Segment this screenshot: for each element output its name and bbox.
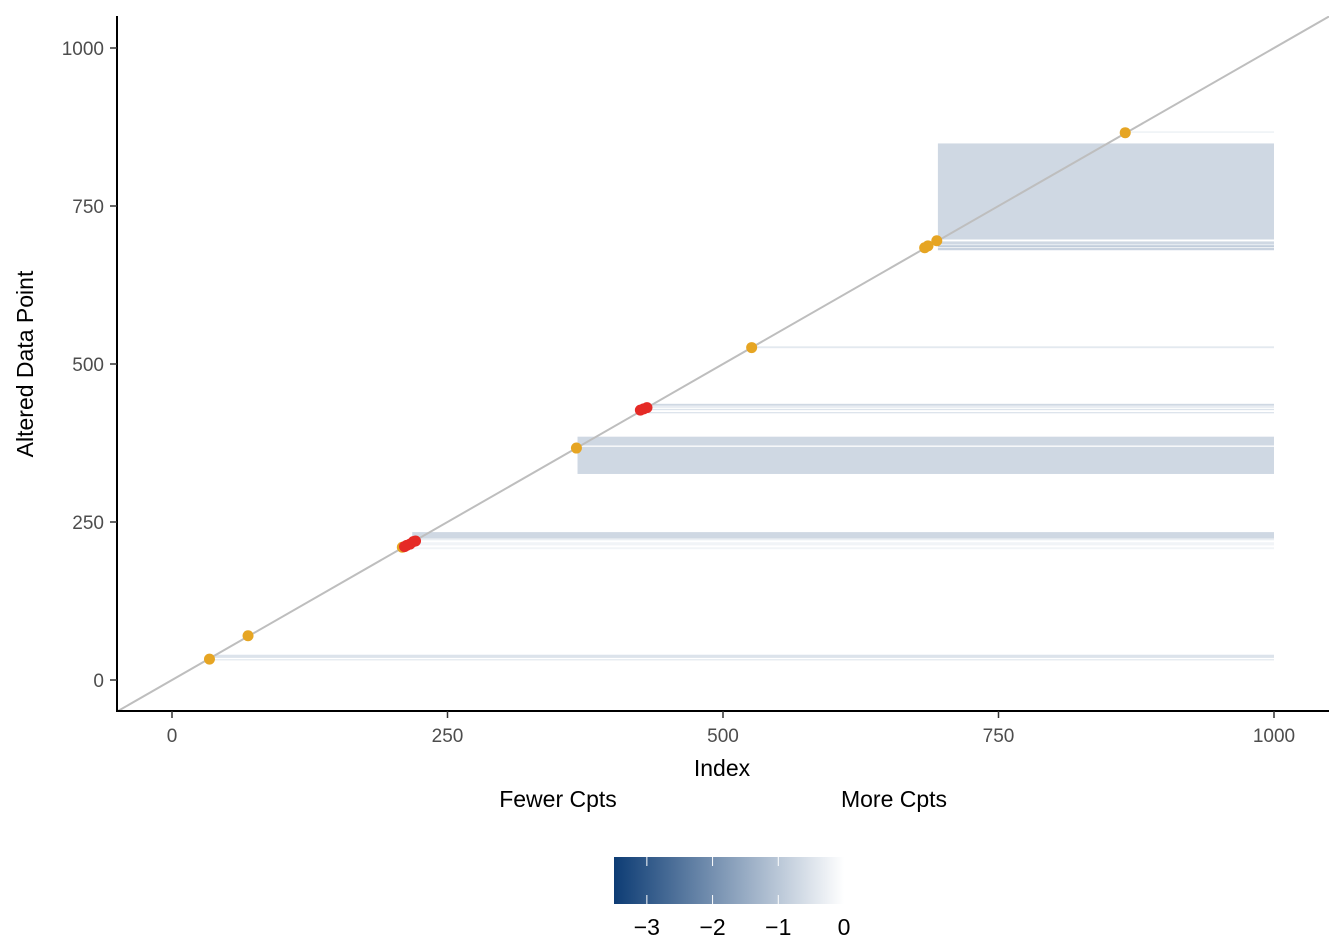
- band: [212, 659, 1274, 661]
- colorbar-tick-label: 0: [838, 914, 851, 940]
- y-axis-title: Altered Data Point: [12, 270, 38, 457]
- orange-point: [242, 630, 254, 642]
- identity-reference-line: [117, 16, 1329, 711]
- x-tick-label: 500: [707, 726, 739, 747]
- y-axis-ticks: 0 250 500 750 1000: [62, 39, 117, 692]
- y-tick-label: 250: [72, 513, 104, 534]
- colorbar-tick-label: −3: [634, 914, 660, 940]
- band: [937, 245, 1274, 248]
- colorbar-ticks: −3 −2 −1 0: [634, 857, 851, 940]
- band: [648, 412, 1274, 414]
- data-points: [203, 127, 1131, 665]
- band: [412, 542, 1275, 546]
- band: [412, 532, 1275, 539]
- y-tick-label: 0: [93, 671, 104, 692]
- orange-point: [203, 653, 215, 665]
- band: [412, 547, 1275, 550]
- orange-point: [922, 240, 934, 252]
- band: [577, 446, 1274, 474]
- x-tick-label: 1000: [1253, 726, 1295, 747]
- band: [937, 247, 1274, 251]
- colorbar-tick-label: −2: [699, 914, 725, 940]
- orange-point: [1119, 127, 1131, 139]
- legend-left-label: Fewer Cpts: [499, 786, 617, 812]
- band: [648, 408, 1274, 411]
- band: [412, 538, 1275, 541]
- band: [937, 241, 1274, 245]
- band: [648, 403, 1274, 406]
- x-tick-label: 0: [167, 726, 178, 747]
- y-tick-label: 1000: [62, 39, 104, 60]
- orange-point: [931, 235, 943, 247]
- red-point: [410, 535, 422, 547]
- band: [212, 654, 1274, 658]
- x-tick-label: 750: [983, 726, 1015, 747]
- orange-point: [570, 442, 582, 454]
- y-tick-label: 500: [72, 355, 104, 376]
- y-tick-label: 750: [72, 197, 104, 218]
- band: [752, 346, 1274, 349]
- x-tick-label: 250: [432, 726, 464, 747]
- band: [648, 406, 1274, 408]
- band: [1127, 131, 1274, 133]
- band: [937, 143, 1274, 240]
- x-axis-title: Index: [694, 755, 751, 781]
- x-axis-ticks: 0 250 500 750 1000: [167, 711, 1295, 747]
- changepoint-bands: [212, 131, 1275, 661]
- legend-right-label: More Cpts: [841, 786, 947, 812]
- colorbar-tick-label: −1: [765, 914, 791, 940]
- band: [577, 436, 1274, 446]
- red-point: [641, 402, 653, 414]
- colorbar: [614, 857, 844, 904]
- orange-point: [746, 342, 758, 354]
